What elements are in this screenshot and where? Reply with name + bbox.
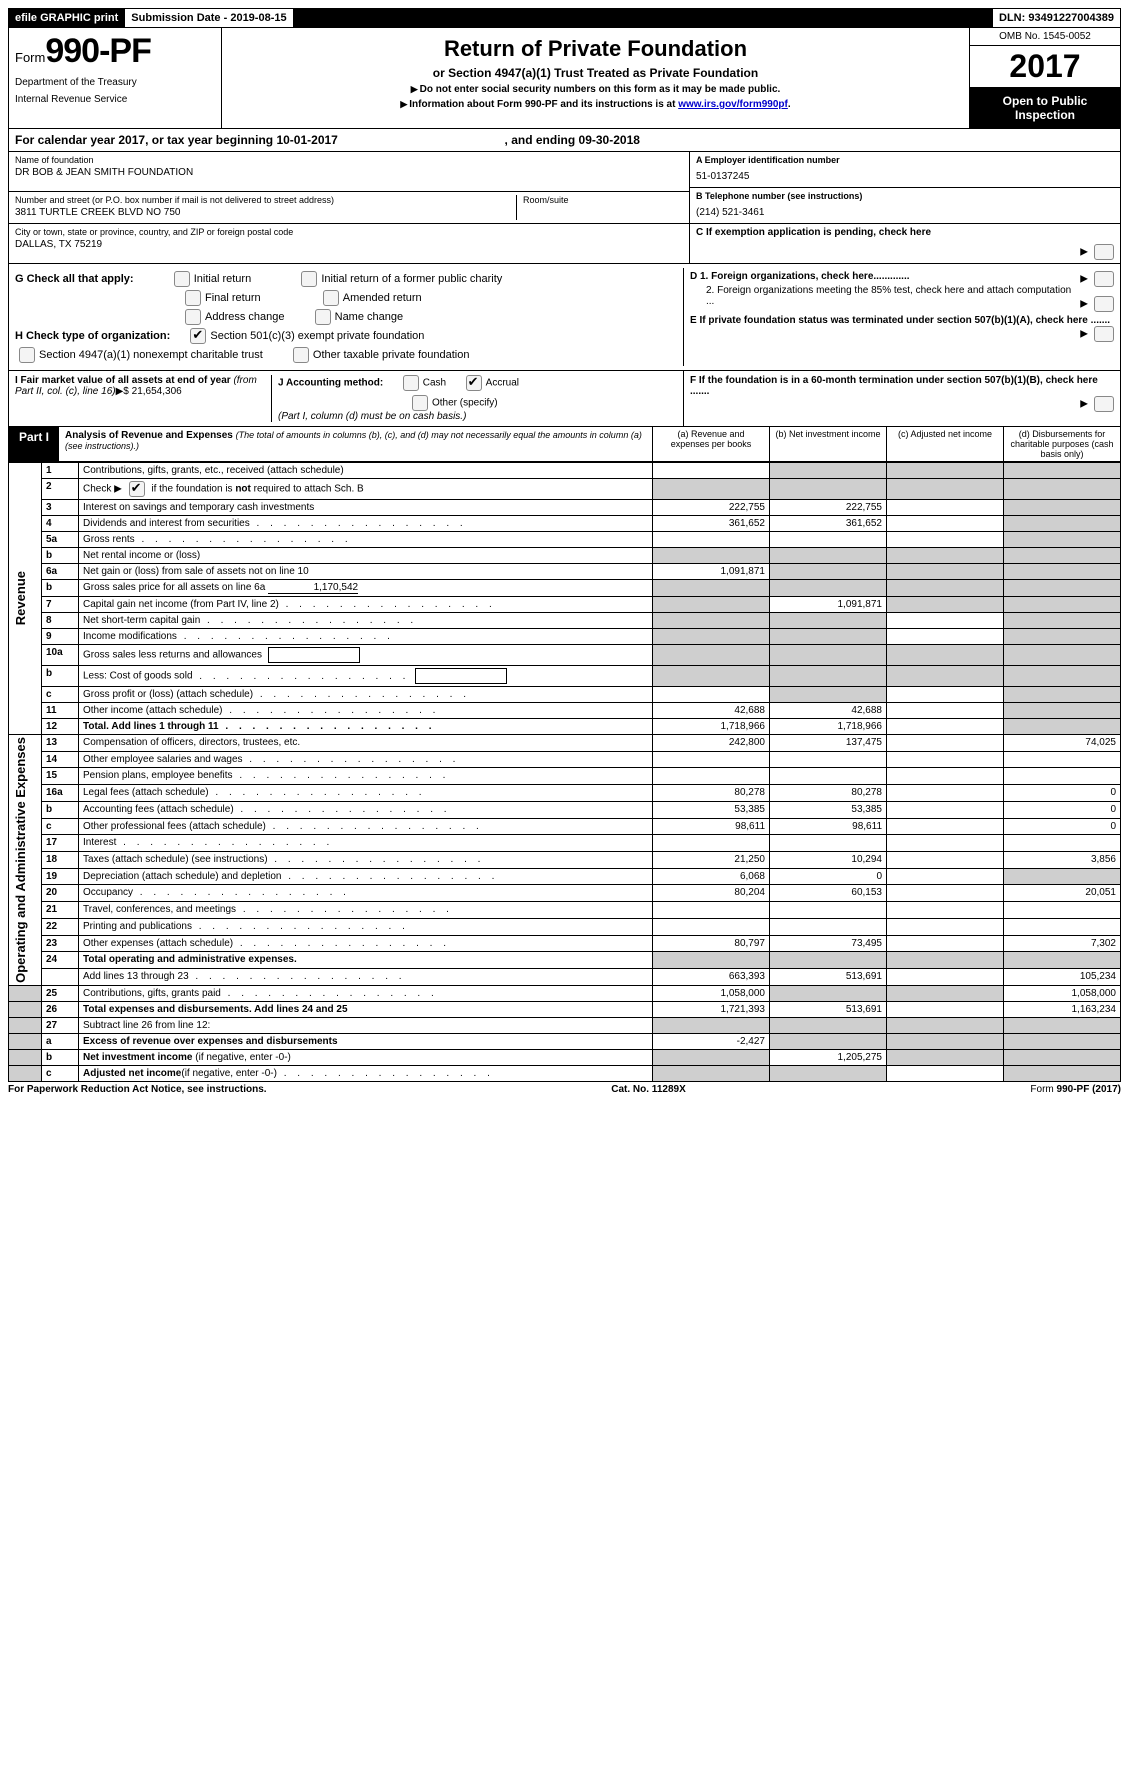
revenue-side-label: Revenue [13,571,28,625]
col-c-header: (c) Adjusted net income [887,427,1004,461]
checkbox-501c3[interactable] [190,328,206,344]
checkbox-other-method[interactable] [412,395,428,411]
foundation-name-cell: Name of foundation DR BOB & JEAN SMITH F… [9,152,689,192]
checkbox-e[interactable] [1094,326,1114,342]
d2-label: 2. Foreign organizations meeting the 85%… [706,285,1071,307]
checkbox-other-taxable[interactable] [293,347,309,363]
top-bar: efile GRAPHIC print Submission Date - 20… [8,8,1121,28]
spacer [294,9,993,27]
checkbox-name-change[interactable] [315,309,331,325]
footer: For Paperwork Reduction Act Notice, see … [8,1084,1121,1095]
e-label: E If private foundation status was termi… [690,315,1110,326]
year-block: OMB No. 1545-0052 2017 Open to Public In… [970,28,1120,128]
submission-date: Submission Date - 2019-08-15 [125,9,293,27]
section-j: J Accounting method: Cash Accrual Other … [272,375,677,422]
efile-label: efile GRAPHIC print [9,9,125,27]
checkbox-initial-return[interactable] [174,271,190,287]
checkbox-4947[interactable] [19,347,35,363]
analysis-table: Revenue 1Contributions, gifts, grants, e… [8,462,1121,1082]
form-id-block: Form990-PF Department of the Treasury In… [9,28,222,128]
checkbox-cash[interactable] [403,375,419,391]
city-cell: City or town, state or province, country… [9,224,689,263]
checkbox-initial-former[interactable] [301,271,317,287]
checkbox-amended[interactable] [323,290,339,306]
checkbox-c[interactable] [1094,244,1114,260]
instructions-link[interactable]: www.irs.gov/form990pf [678,99,788,110]
address-row: Number and street (or P.O. box number if… [9,192,689,224]
section-f: F If the foundation is in a 60-month ter… [684,371,1120,426]
checkbox-final-return[interactable] [185,290,201,306]
checkbox-d2[interactable] [1094,296,1114,312]
col-a-header: (a) Revenue and expenses per books [653,427,770,461]
checkbox-sch-b[interactable] [129,481,145,497]
exemption-pending-cell: C If exemption application is pending, c… [690,224,1120,263]
dln: DLN: 93491227004389 [993,9,1120,27]
d1-label: D 1. Foreign organizations, check here..… [690,271,910,282]
checkbox-d1[interactable] [1094,271,1114,287]
col-b-header: (b) Net investment income [770,427,887,461]
section-h: H Check type of organization: Section 50… [15,328,677,344]
page-title: Return of Private Foundation [226,36,965,62]
calendar-year-line: For calendar year 2017, or tax year begi… [8,129,1121,152]
checkbox-address-change[interactable] [185,309,201,325]
ein-cell: A Employer identification number 51-0137… [690,152,1120,188]
expenses-side-label: Operating and Administrative Expenses [13,737,28,983]
part1-label: Part I [9,427,59,461]
form-title-block: Return of Private Foundation or Section … [222,28,970,128]
col-d-header: (d) Disbursements for charitable purpose… [1004,427,1120,461]
part1-desc: Analysis of Revenue and Expenses (The to… [59,427,653,461]
checkbox-accrual[interactable] [466,375,482,391]
section-i: I Fair market value of all assets at end… [15,375,272,422]
checkbox-f[interactable] [1094,396,1114,412]
section-g: G Check all that apply: Initial return I… [15,271,677,287]
phone-cell: B Telephone number (see instructions) (2… [690,188,1120,224]
